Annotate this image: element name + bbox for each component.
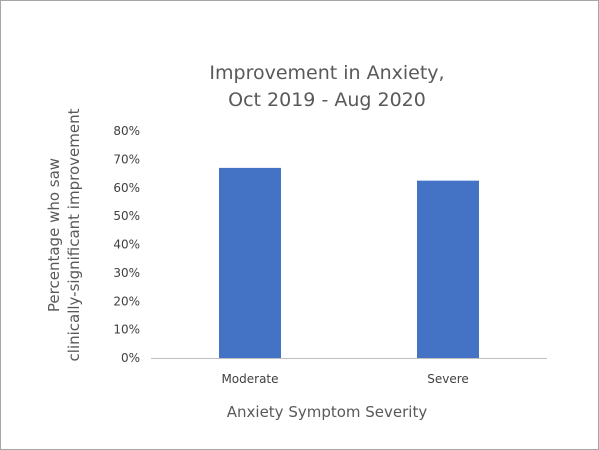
- x-tick-label-severe: Severe: [427, 372, 469, 386]
- y-axis-title-line-2: clinically-significant improvement: [65, 108, 83, 361]
- y-tick-label: 20%: [113, 294, 140, 308]
- y-tick-label: 60%: [113, 181, 140, 195]
- y-axis-title-line-1: Percentage who saw: [45, 158, 63, 312]
- chart-title-line-1: Improvement in Anxiety,: [209, 62, 444, 84]
- bar-severe: [417, 180, 479, 358]
- y-tick-label: 80%: [113, 124, 140, 138]
- x-tick-label-moderate: Moderate: [221, 372, 278, 386]
- y-tick-label: 40%: [113, 238, 140, 252]
- y-tick-label: 30%: [113, 266, 140, 280]
- y-tick-label: 50%: [113, 209, 140, 223]
- y-axis-title: Percentage who saw clinically-significan…: [45, 108, 83, 361]
- x-axis-title: Anxiety Symptom Severity: [227, 403, 428, 421]
- y-tick-label: 70%: [113, 152, 140, 166]
- bar-moderate: [219, 167, 281, 358]
- y-tick-label: 0%: [121, 351, 140, 365]
- chart-title-line-2: Oct 2019 - Aug 2020: [228, 89, 426, 111]
- plot-area: 0% 10% 20% 30% 40% 50% 60% 70% 80% Moderate Severe: [113, 124, 547, 386]
- y-tick-label: 10%: [113, 323, 140, 337]
